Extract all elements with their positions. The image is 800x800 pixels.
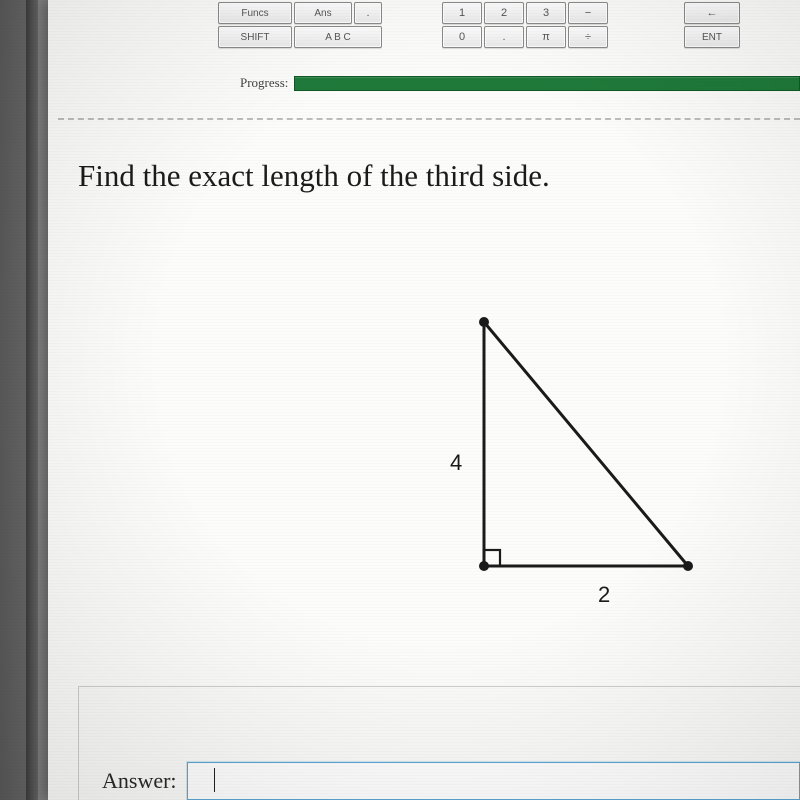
shift-key[interactable]: SHIFT — [218, 26, 292, 48]
pi-key[interactable]: π — [526, 26, 566, 48]
side-label-horizontal: 2 — [598, 582, 610, 608]
key-1[interactable]: 1 — [442, 2, 482, 24]
text-caret — [214, 768, 215, 792]
question-prompt: Find the exact length of the third side. — [78, 158, 790, 194]
backspace-key[interactable]: ← — [684, 2, 740, 24]
funcs-key[interactable]: Funcs — [218, 2, 292, 24]
key-0[interactable]: 0 — [442, 26, 482, 48]
answer-label: Answer: — [102, 768, 177, 794]
answer-row: Answer: — [102, 762, 800, 800]
side-label-vertical: 4 — [450, 450, 462, 476]
enter-key[interactable]: ENT — [684, 26, 740, 48]
abc-key[interactable]: A B C — [294, 26, 382, 48]
answer-input[interactable] — [187, 762, 800, 800]
key-3[interactable]: 3 — [526, 2, 566, 24]
progress-row: Progress: — [240, 75, 800, 91]
progress-bar — [294, 76, 800, 91]
section-divider — [58, 118, 800, 120]
monitor-bezel-left — [0, 0, 38, 800]
ans-key[interactable]: Ans — [294, 2, 352, 24]
calculator-keypad: Funcs Ans . 1 2 3 − ← SHIFT A B C 0 . π … — [218, 0, 800, 55]
dot-key-bottom[interactable]: . — [484, 26, 524, 48]
dot-key-top[interactable]: . — [354, 2, 382, 24]
progress-label: Progress: — [240, 75, 288, 91]
triangle-figure: 4 2 — [388, 310, 708, 610]
minus-key[interactable]: − — [568, 2, 608, 24]
key-2[interactable]: 2 — [484, 2, 524, 24]
worksheet-page: Funcs Ans . 1 2 3 − ← SHIFT A B C 0 . π … — [48, 0, 800, 800]
divide-key[interactable]: ÷ — [568, 26, 608, 48]
